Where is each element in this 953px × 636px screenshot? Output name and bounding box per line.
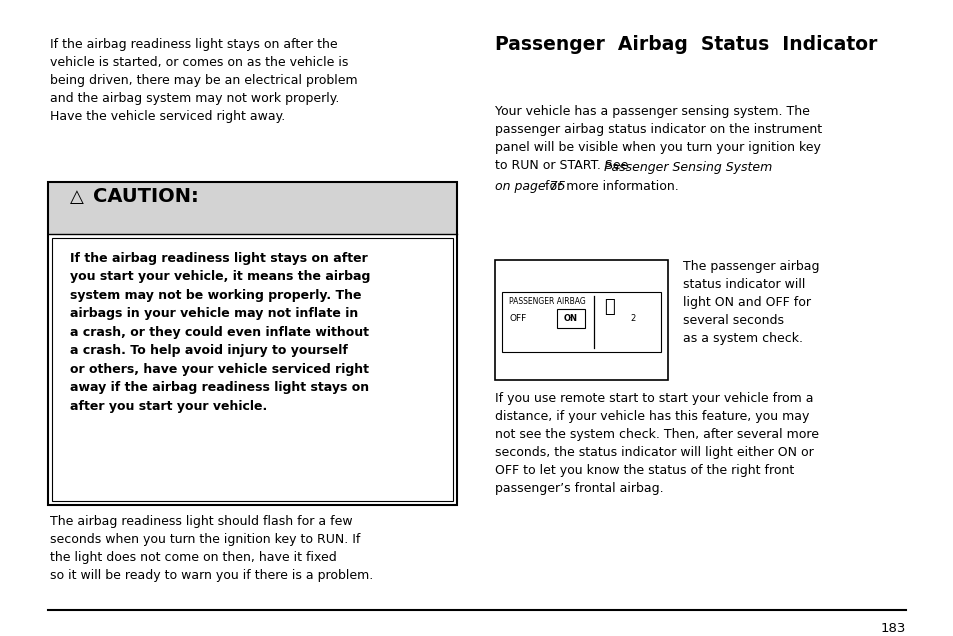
Bar [48, 182, 456, 234]
Text: If the airbag readiness light stays on after
you start your vehicle, it means th: If the airbag readiness light stays on a… [70, 252, 370, 413]
Text: for more information.: for more information. [540, 180, 678, 193]
Text: OFF: OFF [509, 314, 526, 323]
Text: △: △ [70, 188, 84, 206]
Text: If you use remote start to start your vehicle from a
distance, if your vehicle h: If you use remote start to start your ve… [495, 392, 818, 495]
Text: CAUTION:: CAUTION: [92, 187, 198, 206]
Bar [557, 309, 584, 328]
Text: If the airbag readiness light stays on after the
vehicle is started, or comes on: If the airbag readiness light stays on a… [50, 38, 357, 123]
Text: PASSENGER AIRBAG: PASSENGER AIRBAG [509, 297, 585, 306]
Text: 🤵: 🤵 [603, 298, 614, 316]
Text: on page 75: on page 75 [495, 180, 565, 193]
Bar [501, 292, 660, 352]
Bar [495, 260, 667, 380]
Text: Passenger  Airbag  Status  Indicator: Passenger Airbag Status Indicator [495, 35, 877, 54]
Text: ON: ON [563, 314, 578, 323]
Text: 2: 2 [629, 314, 635, 323]
Text: 183: 183 [880, 622, 905, 635]
Text: Passenger Sensing System: Passenger Sensing System [603, 162, 772, 174]
Text: Your vehicle has a passenger sensing system. The
passenger airbag status indicat: Your vehicle has a passenger sensing sys… [495, 105, 821, 172]
Bar [52, 238, 453, 501]
Text: The passenger airbag
status indicator will
light ON and OFF for
several seconds
: The passenger airbag status indicator wi… [682, 260, 819, 345]
Bar [48, 182, 456, 505]
Text: The airbag readiness light should flash for a few
seconds when you turn the igni: The airbag readiness light should flash … [50, 515, 373, 582]
